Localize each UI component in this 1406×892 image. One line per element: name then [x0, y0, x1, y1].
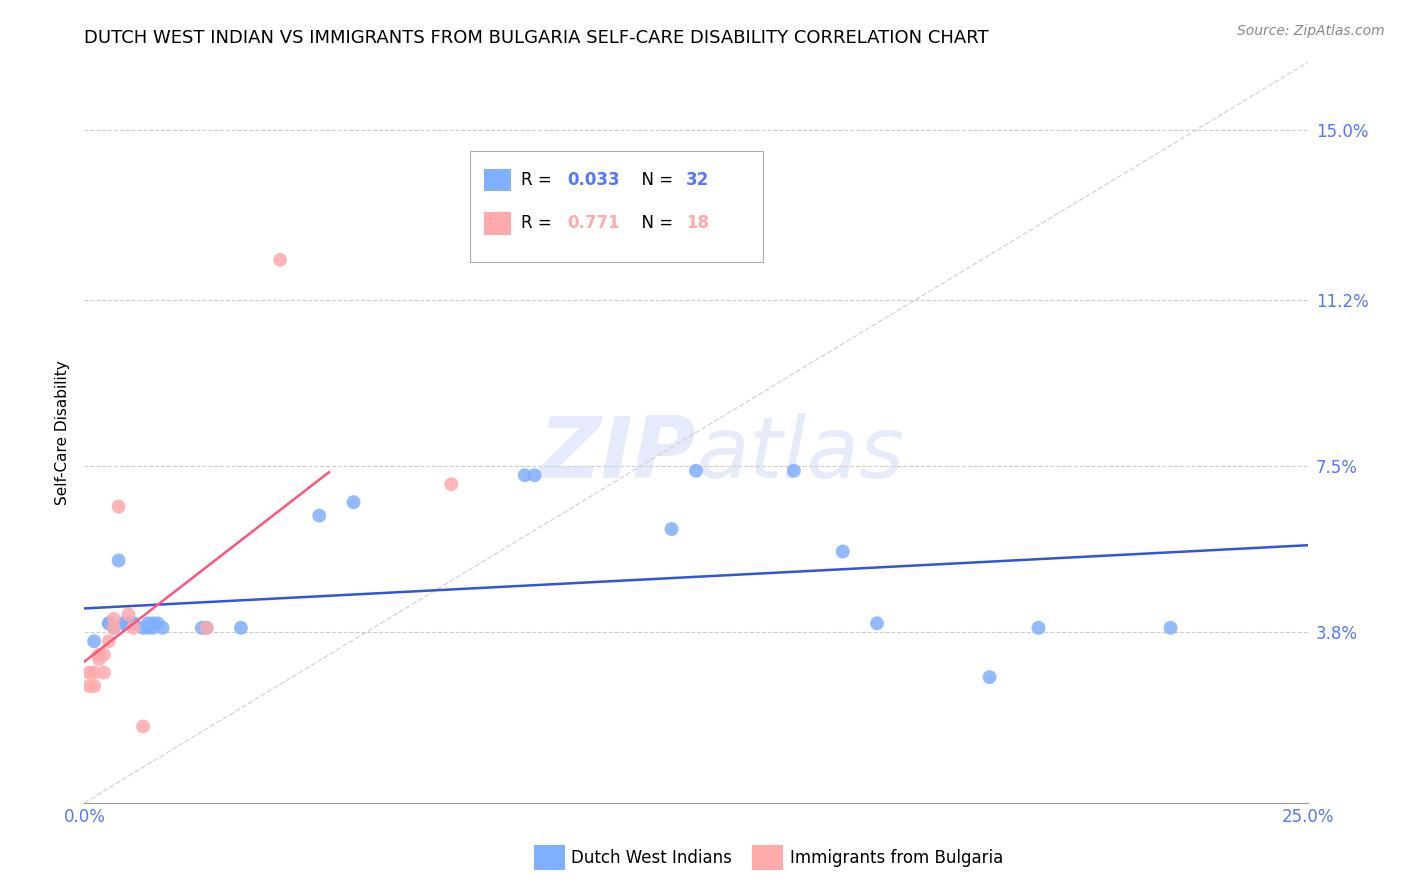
Point	[77, 665, 100, 680]
Text: 0.771: 0.771	[568, 214, 620, 233]
Text: Source: ZipAtlas.com: Source: ZipAtlas.com	[1237, 24, 1385, 38]
Point	[103, 612, 125, 626]
Text: R =: R =	[522, 214, 557, 233]
Text: ZIP: ZIP	[538, 413, 696, 496]
Point	[107, 500, 129, 514]
Text: Immigrants from Bulgaria: Immigrants from Bulgaria	[790, 849, 1004, 867]
Point	[513, 468, 536, 483]
Point	[1028, 621, 1050, 635]
Point	[440, 477, 463, 491]
Point	[195, 621, 218, 635]
Text: DUTCH WEST INDIAN VS IMMIGRANTS FROM BULGARIA SELF-CARE DISABILITY CORRELATION C: DUTCH WEST INDIAN VS IMMIGRANTS FROM BUL…	[84, 29, 988, 47]
Point	[685, 464, 707, 478]
Text: 32: 32	[686, 171, 710, 189]
Point	[142, 621, 165, 635]
Point	[97, 634, 120, 648]
Point	[783, 464, 806, 478]
Bar	[484, 212, 512, 235]
Point	[93, 665, 115, 680]
Point	[136, 621, 159, 635]
Point	[112, 616, 135, 631]
Point	[103, 621, 125, 635]
Point	[269, 252, 291, 267]
Point	[866, 616, 889, 631]
Point	[122, 616, 145, 631]
Point	[152, 621, 174, 635]
Point	[142, 616, 165, 631]
Point	[132, 719, 155, 733]
Text: R =: R =	[522, 171, 557, 189]
Point	[97, 616, 120, 631]
Point	[342, 495, 364, 509]
Text: atlas: atlas	[696, 413, 904, 496]
Point	[979, 670, 1001, 684]
Point	[136, 616, 159, 631]
Point	[195, 621, 218, 635]
Point	[87, 652, 110, 666]
Point	[77, 679, 100, 693]
FancyBboxPatch shape	[470, 152, 763, 262]
Point	[122, 621, 145, 635]
Point	[107, 553, 129, 567]
Bar	[484, 169, 512, 191]
Point	[523, 468, 546, 483]
Point	[831, 544, 853, 558]
Point	[87, 648, 110, 662]
Point	[97, 616, 120, 631]
Point	[191, 621, 214, 635]
Point	[83, 679, 105, 693]
Point	[83, 634, 105, 648]
Point	[122, 616, 145, 631]
Point	[146, 616, 169, 631]
Point	[93, 648, 115, 662]
Point	[661, 522, 683, 536]
Point	[117, 616, 139, 631]
Point	[112, 616, 135, 631]
Point	[229, 621, 252, 635]
Text: 18: 18	[686, 214, 709, 233]
Text: Dutch West Indians: Dutch West Indians	[571, 849, 731, 867]
Point	[1160, 621, 1182, 635]
Point	[308, 508, 330, 523]
Point	[117, 607, 139, 622]
Y-axis label: Self-Care Disability: Self-Care Disability	[55, 360, 70, 505]
Text: 0.033: 0.033	[568, 171, 620, 189]
Text: N =: N =	[631, 171, 679, 189]
Point	[83, 665, 105, 680]
Point	[103, 621, 125, 635]
Text: N =: N =	[631, 214, 679, 233]
Point	[132, 621, 155, 635]
